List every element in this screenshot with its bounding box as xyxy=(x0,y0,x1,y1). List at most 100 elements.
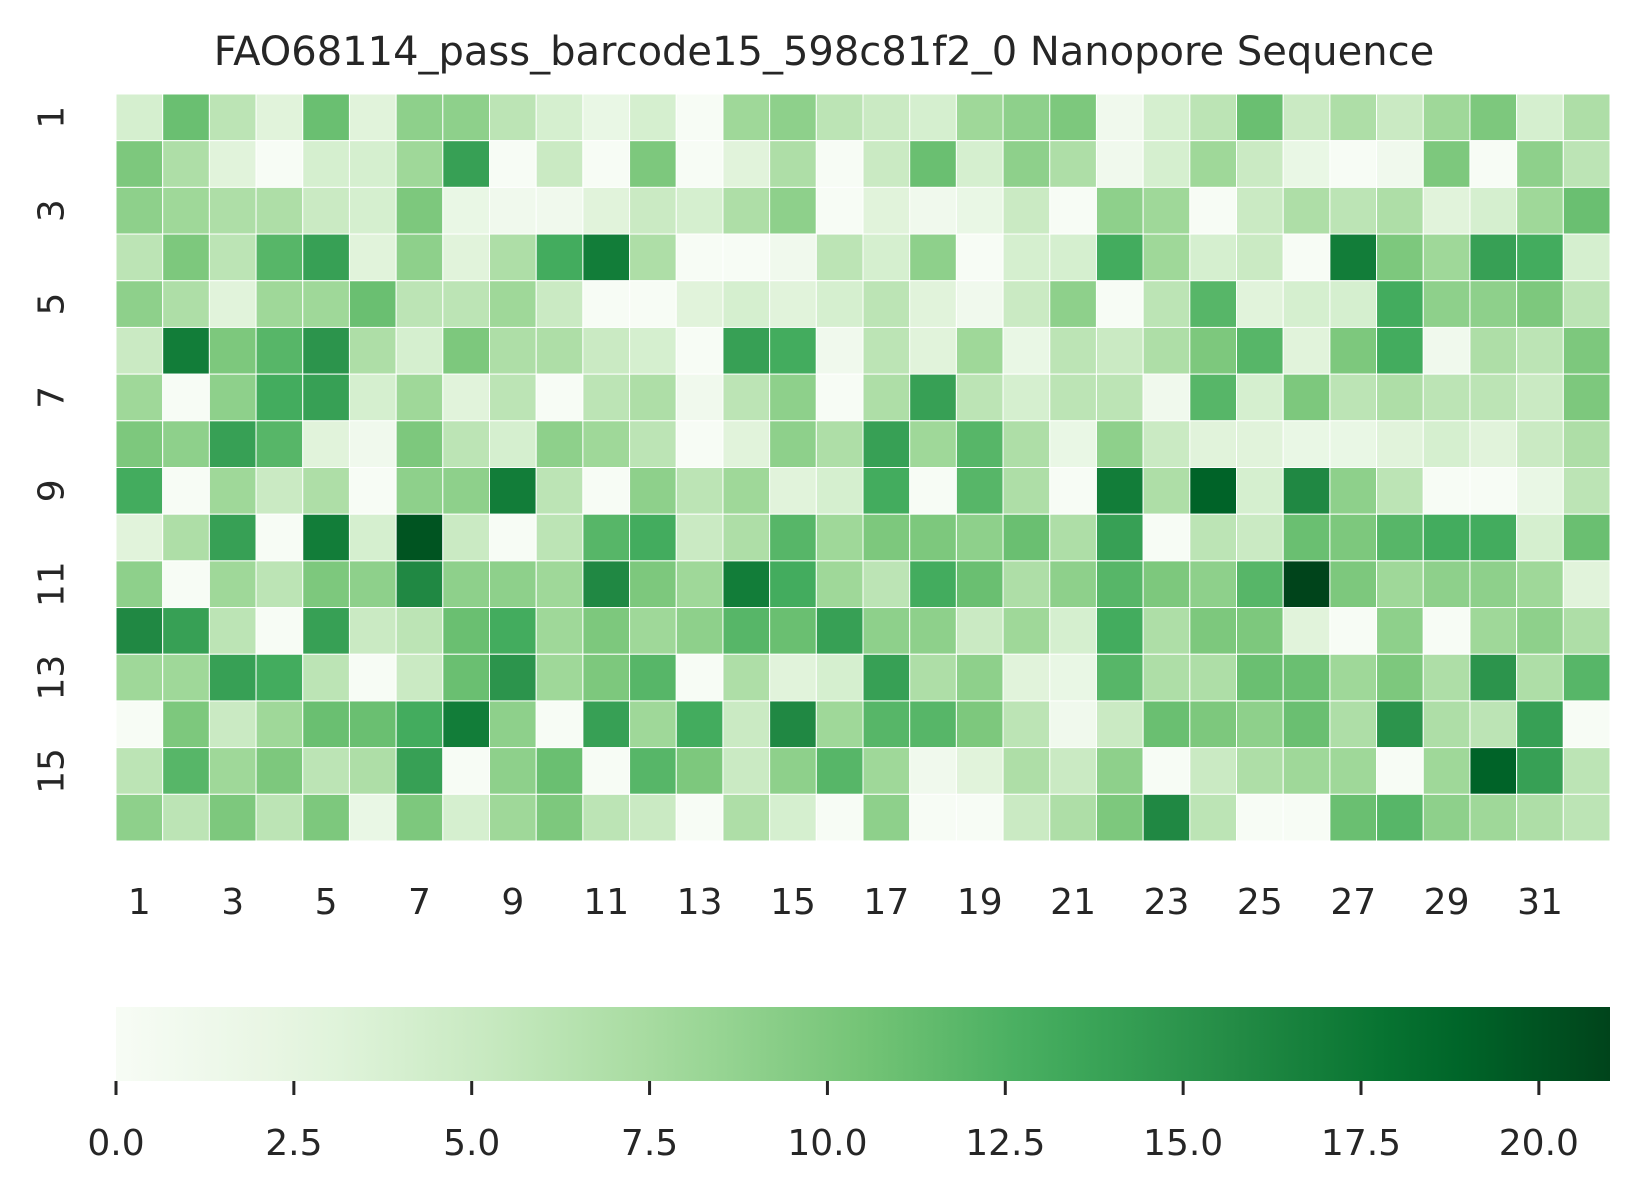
heatmap-cell xyxy=(395,513,444,562)
heatmap-cell xyxy=(769,186,817,235)
heatmap-cell xyxy=(582,420,631,468)
heatmap-cell xyxy=(1562,653,1611,702)
heatmap-cell xyxy=(1422,513,1471,562)
heatmap-cell xyxy=(348,467,397,515)
heatmap-cell xyxy=(1469,140,1518,188)
heatmap-cell xyxy=(1282,280,1331,328)
heatmap-cell xyxy=(535,747,584,795)
heatmap-cell xyxy=(1282,186,1331,235)
heatmap-cell xyxy=(489,513,537,562)
heatmap-cell xyxy=(862,326,911,375)
x-tick-label: 9 xyxy=(501,882,524,923)
heatmap-cell xyxy=(1189,700,1238,749)
heatmap-cell xyxy=(1142,373,1191,422)
heatmap-cell xyxy=(442,513,490,562)
colorbar xyxy=(116,1007,1610,1081)
heatmap-cell xyxy=(1002,186,1051,235)
heatmap-cell xyxy=(535,560,584,609)
heatmap-cell xyxy=(1516,233,1564,282)
heatmap-cell xyxy=(1282,467,1331,515)
heatmap-cell xyxy=(1189,420,1238,468)
heatmap-cell xyxy=(909,513,957,562)
heatmap-cell xyxy=(1562,420,1611,468)
heatmap-cell xyxy=(348,700,397,749)
heatmap-cell xyxy=(208,233,257,282)
heatmap-cell xyxy=(675,467,724,515)
heatmap-cell xyxy=(442,326,490,375)
heatmap-cell xyxy=(489,560,537,609)
heatmap-cell xyxy=(1282,513,1331,562)
heatmap-cell xyxy=(348,747,397,795)
heatmap-cell xyxy=(722,513,771,562)
heatmap-cell xyxy=(1049,140,1097,188)
heatmap-cell xyxy=(208,653,257,702)
heatmap-cell xyxy=(1469,793,1518,842)
heatmap-cell xyxy=(769,326,817,375)
heatmap-cell xyxy=(395,186,444,235)
y-tick-label: 9 xyxy=(32,479,73,502)
heatmap-cell xyxy=(489,326,537,375)
heatmap-cell xyxy=(208,467,257,515)
colorbar-tick-label: 15.0 xyxy=(1143,1123,1223,1164)
heatmap-cell xyxy=(395,233,444,282)
heatmap-cell xyxy=(1002,607,1051,655)
heatmap-cell xyxy=(909,186,957,235)
heatmap-cell xyxy=(629,560,677,609)
heatmap-cell xyxy=(442,467,490,515)
colorbar-ticks: 0.0 2.5 5.0 7.5 10.0 12.5 15.0 17.5 20.0 xyxy=(87,1081,1579,1164)
heatmap-cell xyxy=(1002,233,1051,282)
heatmap-cell xyxy=(535,186,584,235)
heatmap-cell xyxy=(442,747,490,795)
heatmap-cell xyxy=(769,513,817,562)
heatmap-cell xyxy=(255,93,304,142)
heatmap-cell xyxy=(909,747,957,795)
heatmap-cell xyxy=(862,607,911,655)
heatmap-cell xyxy=(629,420,677,468)
heatmap-cell xyxy=(395,373,444,422)
heatmap-cell xyxy=(675,513,724,562)
heatmap-cell xyxy=(1236,513,1284,562)
y-tick-label: 7 xyxy=(32,386,73,409)
heatmap-cell xyxy=(1142,233,1191,282)
heatmap-cell xyxy=(1142,93,1191,142)
heatmap-cell xyxy=(815,700,864,749)
heatmap-cell xyxy=(1516,186,1564,235)
heatmap-cell xyxy=(115,93,164,142)
heatmap-cell xyxy=(1142,186,1191,235)
heatmap-cell xyxy=(582,747,631,795)
heatmap-cell xyxy=(1562,373,1611,422)
heatmap-cell xyxy=(1516,326,1564,375)
heatmap-cell xyxy=(815,793,864,842)
heatmap-cell xyxy=(1562,793,1611,842)
heatmap-cell xyxy=(1422,467,1471,515)
heatmap-cell xyxy=(535,793,584,842)
heatmap-cell xyxy=(162,373,210,422)
heatmap-cell xyxy=(1422,93,1471,142)
heatmap-cell xyxy=(909,700,957,749)
y-tick-label: 1 xyxy=(32,106,73,129)
heatmap-cell xyxy=(489,233,537,282)
heatmap-cell xyxy=(1469,607,1518,655)
heatmap-cell xyxy=(1329,93,1378,142)
heatmap-cell xyxy=(629,793,677,842)
heatmap-cell xyxy=(675,747,724,795)
heatmap-cell xyxy=(115,793,164,842)
heatmap-cell xyxy=(1282,326,1331,375)
heatmap-cell xyxy=(302,140,350,188)
heatmap-cell xyxy=(208,793,257,842)
heatmap-cell xyxy=(675,280,724,328)
heatmap-cell xyxy=(162,233,210,282)
heatmap-cell xyxy=(1236,467,1284,515)
heatmap-cell xyxy=(535,467,584,515)
x-tick-label: 25 xyxy=(1237,882,1283,923)
heatmap-cell xyxy=(1236,747,1284,795)
heatmap-cell xyxy=(1329,186,1378,235)
heatmap-cell xyxy=(208,747,257,795)
heatmap-cell xyxy=(395,607,444,655)
heatmap-cell xyxy=(1282,373,1331,422)
heatmap-cell xyxy=(162,560,210,609)
heatmap-cell xyxy=(769,653,817,702)
heatmap-cell xyxy=(629,467,677,515)
heatmap-cells xyxy=(115,93,1611,842)
heatmap-cell xyxy=(1516,420,1564,468)
